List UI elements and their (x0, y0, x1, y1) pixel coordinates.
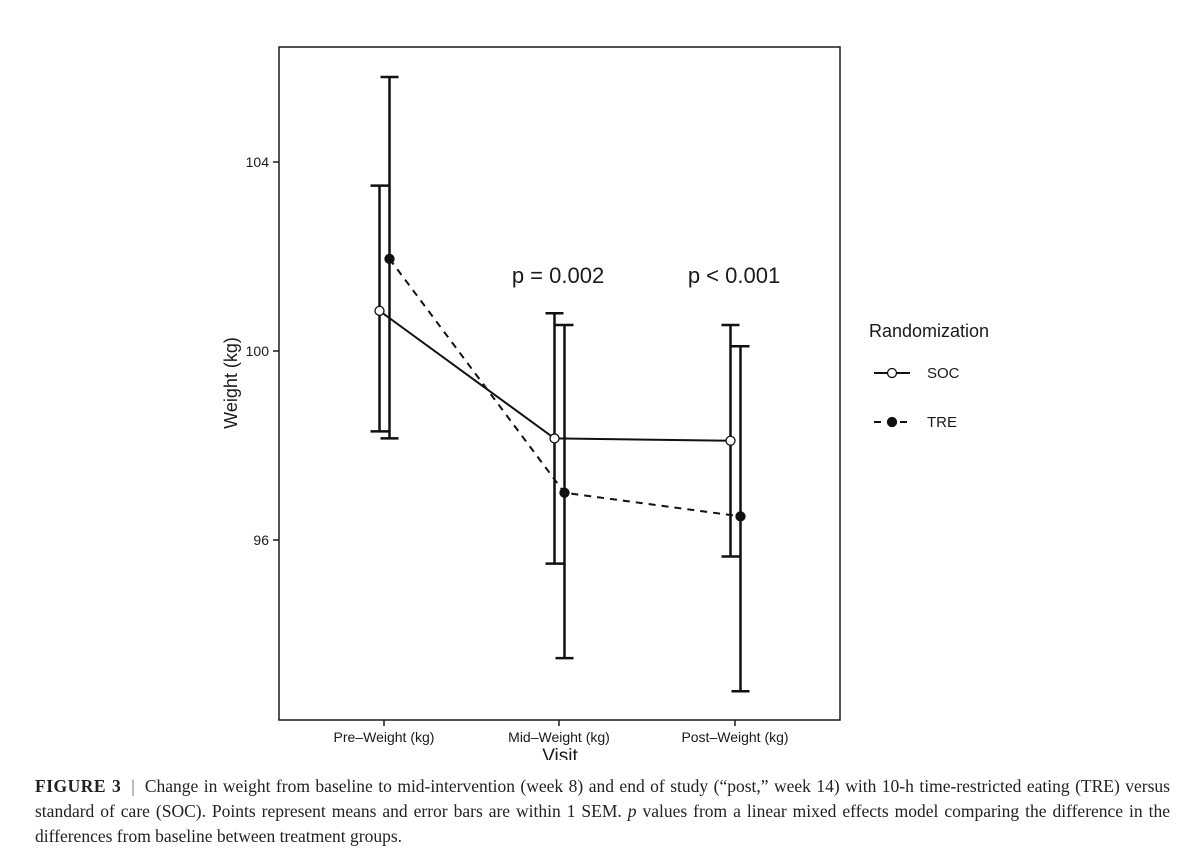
legend-key-point (886, 367, 898, 379)
legend-item-tre: TRE (874, 414, 957, 431)
point-tre (559, 487, 570, 498)
figure-label: FIGURE 3 (35, 776, 122, 796)
legend-item-soc: SOC (874, 365, 960, 382)
data-points (374, 253, 746, 522)
caption-text-2: values from a linear mixed effects model… (35, 801, 1170, 846)
x-axis-title: Visit (542, 746, 578, 760)
x-tick-label: Pre–Weight (kg) (334, 729, 435, 745)
p-value-label: p = 0.002 (512, 263, 604, 288)
figure-caption: FIGURE 3 | Change in weight from baseline … (35, 774, 1170, 849)
caption-p-italic: p (627, 801, 637, 821)
caption-text-1: Change in weight from baseline to mid-in… (35, 776, 1170, 821)
point-tre (384, 253, 395, 265)
x-tick-label: Post–Weight (kg) (681, 729, 788, 745)
p-value-label: p < 0.001 (688, 263, 780, 288)
y-tick-label: 96 (253, 532, 269, 548)
point-soc (374, 305, 385, 316)
plot-panel (278, 46, 841, 721)
y-tick-label: 104 (246, 154, 270, 170)
legend-label: TRE (927, 414, 957, 431)
x-axis: Pre–Weight (kg) Mid–Weight (kg) Post–Weigh… (334, 720, 789, 745)
legend-label: SOC (927, 365, 960, 382)
caption-separator: | (131, 776, 135, 796)
y-axis-title: Weight (kg) (221, 337, 241, 429)
point-soc (549, 433, 560, 444)
x-tick-label: Mid–Weight (kg) (508, 729, 610, 745)
point-tre (735, 511, 746, 522)
point-soc (725, 435, 736, 446)
error-bars (370, 75, 750, 693)
legend: Randomization SOC TRE (869, 321, 989, 431)
y-axis: 96 100 104 (246, 154, 279, 548)
series-lines (378, 258, 741, 518)
legend-title: Randomization (869, 321, 989, 341)
p-value-annotations: p = 0.002 p < 0.001 (512, 263, 780, 288)
legend-key-point (886, 416, 898, 428)
y-tick-label: 100 (246, 343, 270, 359)
